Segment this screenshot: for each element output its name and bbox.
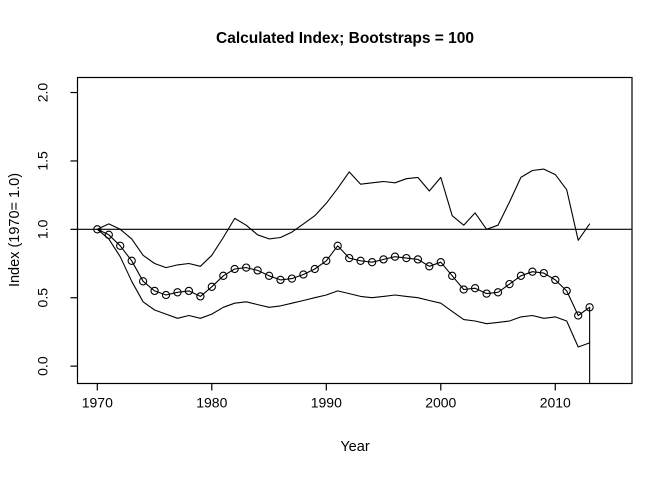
plot-box [76, 76, 633, 385]
index-marker [413, 255, 423, 264]
index-marker [345, 253, 354, 263]
x-tick-label: 1970 [82, 395, 113, 411]
index-marker [264, 271, 274, 280]
index-marker [230, 264, 239, 274]
y-tick-label: 1.0 [35, 219, 51, 239]
index-marker [585, 303, 594, 312]
x-tick-label: 1990 [311, 395, 342, 411]
index-marker [127, 256, 136, 265]
index-marker [322, 256, 331, 265]
x-tick-label: 2000 [425, 395, 456, 411]
index-marker [138, 277, 148, 286]
index-marker [161, 290, 171, 300]
index-marker [356, 256, 365, 265]
index-marker [276, 275, 285, 285]
index-marker [482, 289, 491, 298]
y-tick-label: 2.0 [35, 83, 51, 103]
index-marker [379, 255, 388, 264]
index-marker [333, 241, 342, 250]
y-axis-label: Index (1970= 1.0) [7, 173, 23, 287]
index-line [96, 228, 591, 317]
index-marker [470, 284, 480, 293]
lower-band-line [96, 228, 591, 348]
index-marker [493, 288, 503, 297]
index-marker [253, 266, 262, 275]
index-marker [242, 263, 251, 272]
index-marker [402, 253, 411, 263]
chart-title: Calculated Index; Bootstraps = 100 [216, 30, 474, 47]
y-tick-label: 1.5 [35, 151, 51, 171]
index-marker [551, 275, 560, 285]
index-marker [436, 258, 445, 267]
index-marker [287, 274, 297, 283]
x-tick-label: 2010 [540, 395, 571, 411]
index-marker [390, 252, 400, 261]
plot-area: 1970 1980 1990 2000 2010 0.0 0.5 1.0 1.5 2.0 [35, 76, 633, 411]
index-marker [516, 271, 526, 280]
index-marker [562, 286, 571, 296]
index-marker [425, 262, 434, 271]
index-marker [173, 288, 182, 297]
index-marker [219, 271, 228, 280]
index-marker [528, 267, 537, 276]
index-marker [574, 311, 583, 320]
index-marker [367, 258, 377, 267]
index-marker [539, 268, 548, 278]
x-axis-label: Year [340, 439, 369, 455]
y-tick-label: 0.0 [35, 356, 51, 376]
index-marker [116, 241, 125, 250]
index-marker [207, 282, 216, 291]
upper-band-line [96, 168, 591, 269]
index-marker [505, 279, 514, 289]
index-marker [448, 271, 457, 280]
index-marker [150, 286, 159, 296]
index-marker [299, 270, 308, 279]
index-marker [104, 230, 113, 239]
index-marker [93, 225, 102, 234]
y-tick-label: 0.5 [35, 288, 51, 308]
index-marker [310, 264, 319, 274]
index-marker [196, 292, 205, 301]
index-marker [459, 285, 468, 294]
x-tick-label: 1980 [196, 395, 227, 411]
index-marker [184, 286, 194, 296]
